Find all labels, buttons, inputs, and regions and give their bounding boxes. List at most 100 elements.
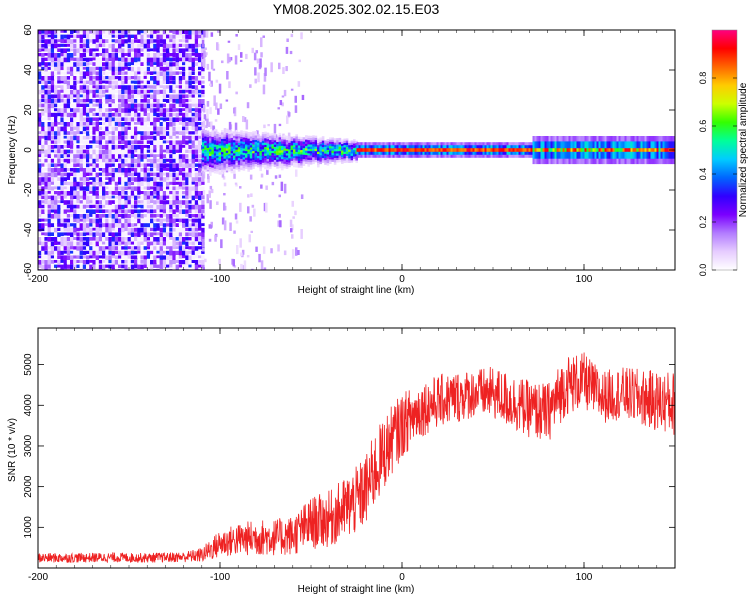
heatmap-cell	[66, 62, 71, 67]
heatmap-cell	[156, 163, 160, 169]
heatmap-cell	[208, 190, 211, 198]
heatmap-cell	[198, 200, 202, 204]
heatmap-cell	[188, 191, 192, 196]
heatmap-cell	[169, 191, 173, 195]
heatmap-cell	[271, 135, 274, 138]
heatmap-cell	[41, 255, 45, 261]
heatmap-cell	[95, 204, 99, 210]
heatmap-cell	[47, 246, 51, 250]
heatmap-cell	[63, 112, 67, 117]
heatmap-cell	[188, 71, 192, 77]
heatmap-cell	[396, 148, 399, 152]
heatmap-cell	[134, 168, 138, 174]
heatmap-cell	[172, 62, 176, 67]
heatmap-cell	[203, 114, 207, 120]
heatmap-cell	[146, 172, 151, 177]
heatmap-cell	[252, 137, 255, 141]
heatmap-cell	[182, 177, 186, 181]
heatmap-cell	[140, 195, 144, 202]
heatmap-cell	[198, 264, 202, 268]
heatmap-cell	[273, 135, 277, 139]
heatmap-cell	[92, 264, 96, 269]
heatmap-cell	[98, 48, 103, 53]
heatmap-cell	[70, 103, 74, 107]
heatmap-cell	[111, 108, 115, 111]
heatmap-cell	[194, 76, 199, 82]
heatmap-cell	[38, 204, 42, 209]
heatmap-cell	[143, 122, 147, 127]
heatmap-cell	[44, 43, 48, 49]
heatmap-cell	[134, 66, 138, 72]
heatmap-cell	[345, 151, 349, 154]
heatmap-cell	[178, 227, 183, 232]
heatmap-cell	[172, 154, 176, 158]
heatmap-cell	[41, 163, 45, 167]
heatmap-cell	[293, 164, 296, 168]
heatmap-cell	[201, 250, 205, 254]
heatmap-cell	[124, 140, 128, 146]
heatmap-cell	[86, 149, 90, 155]
heatmap-cell	[175, 126, 179, 132]
heatmap-cell	[269, 162, 272, 165]
heatmap-cell	[201, 168, 205, 171]
heatmap-cell	[178, 255, 183, 259]
heatmap-cell	[66, 250, 71, 256]
heatmap-cell	[194, 53, 199, 58]
heatmap-cell	[266, 167, 270, 171]
heatmap-cell	[44, 246, 48, 251]
heatmap-cell	[89, 99, 93, 104]
heatmap-cell	[205, 30, 209, 38]
heatmap-cell	[198, 149, 202, 154]
heatmap-cell	[79, 227, 83, 231]
heatmap-cell	[516, 148, 519, 152]
heatmap-cell	[156, 149, 160, 153]
heatmap-cell	[166, 218, 170, 223]
heatmap-cell	[194, 218, 199, 223]
heatmap-cell	[95, 255, 99, 261]
heatmap-cell	[410, 148, 413, 152]
heatmap-cell	[150, 48, 154, 52]
heatmap-cell	[309, 149, 313, 152]
heatmap-cell	[281, 156, 284, 160]
heatmap-cell	[79, 85, 83, 91]
heatmap-cell	[60, 126, 64, 132]
heatmap-cell	[300, 139, 303, 142]
heatmap-cell	[156, 246, 160, 251]
heatmap-cell	[326, 152, 330, 155]
heatmap-cell	[76, 168, 80, 173]
heatmap-cell	[281, 141, 284, 144]
heatmap-cell	[211, 158, 214, 162]
heatmap-cell	[166, 204, 170, 210]
heatmap-cell	[156, 112, 160, 117]
heatmap-cell	[230, 157, 234, 161]
heatmap-cell	[79, 80, 83, 84]
heatmap-cell	[201, 214, 205, 219]
heatmap-cell	[153, 149, 157, 153]
heatmap-cell	[105, 80, 109, 84]
heatmap-cell	[230, 155, 234, 158]
heatmap-cell	[137, 177, 141, 182]
heatmap-cell	[159, 237, 163, 241]
heatmap-cell	[194, 57, 199, 61]
heatmap-cell	[63, 255, 67, 261]
heatmap-cell	[636, 148, 639, 152]
heatmap-cell	[156, 62, 160, 68]
heatmap-cell	[261, 136, 265, 139]
heatmap-cell	[54, 145, 58, 149]
heatmap-cell	[114, 94, 119, 99]
heatmap-cell	[281, 148, 284, 151]
heatmap-x-tick-label: -200	[28, 274, 48, 285]
heatmap-cell	[111, 241, 115, 247]
heatmap-cell	[185, 204, 189, 209]
heatmap-cell	[146, 241, 151, 246]
heatmap-cell	[102, 53, 106, 58]
heatmap-cell	[76, 126, 80, 132]
heatmap-cell	[124, 117, 128, 122]
heatmap-cell	[150, 218, 154, 224]
heatmap-cell	[291, 234, 294, 239]
heatmap-cell	[240, 163, 243, 166]
heatmap-cell	[118, 264, 122, 269]
heatmap-cell	[76, 48, 80, 54]
heatmap-cell	[73, 154, 77, 159]
heatmap-cell	[169, 57, 173, 62]
